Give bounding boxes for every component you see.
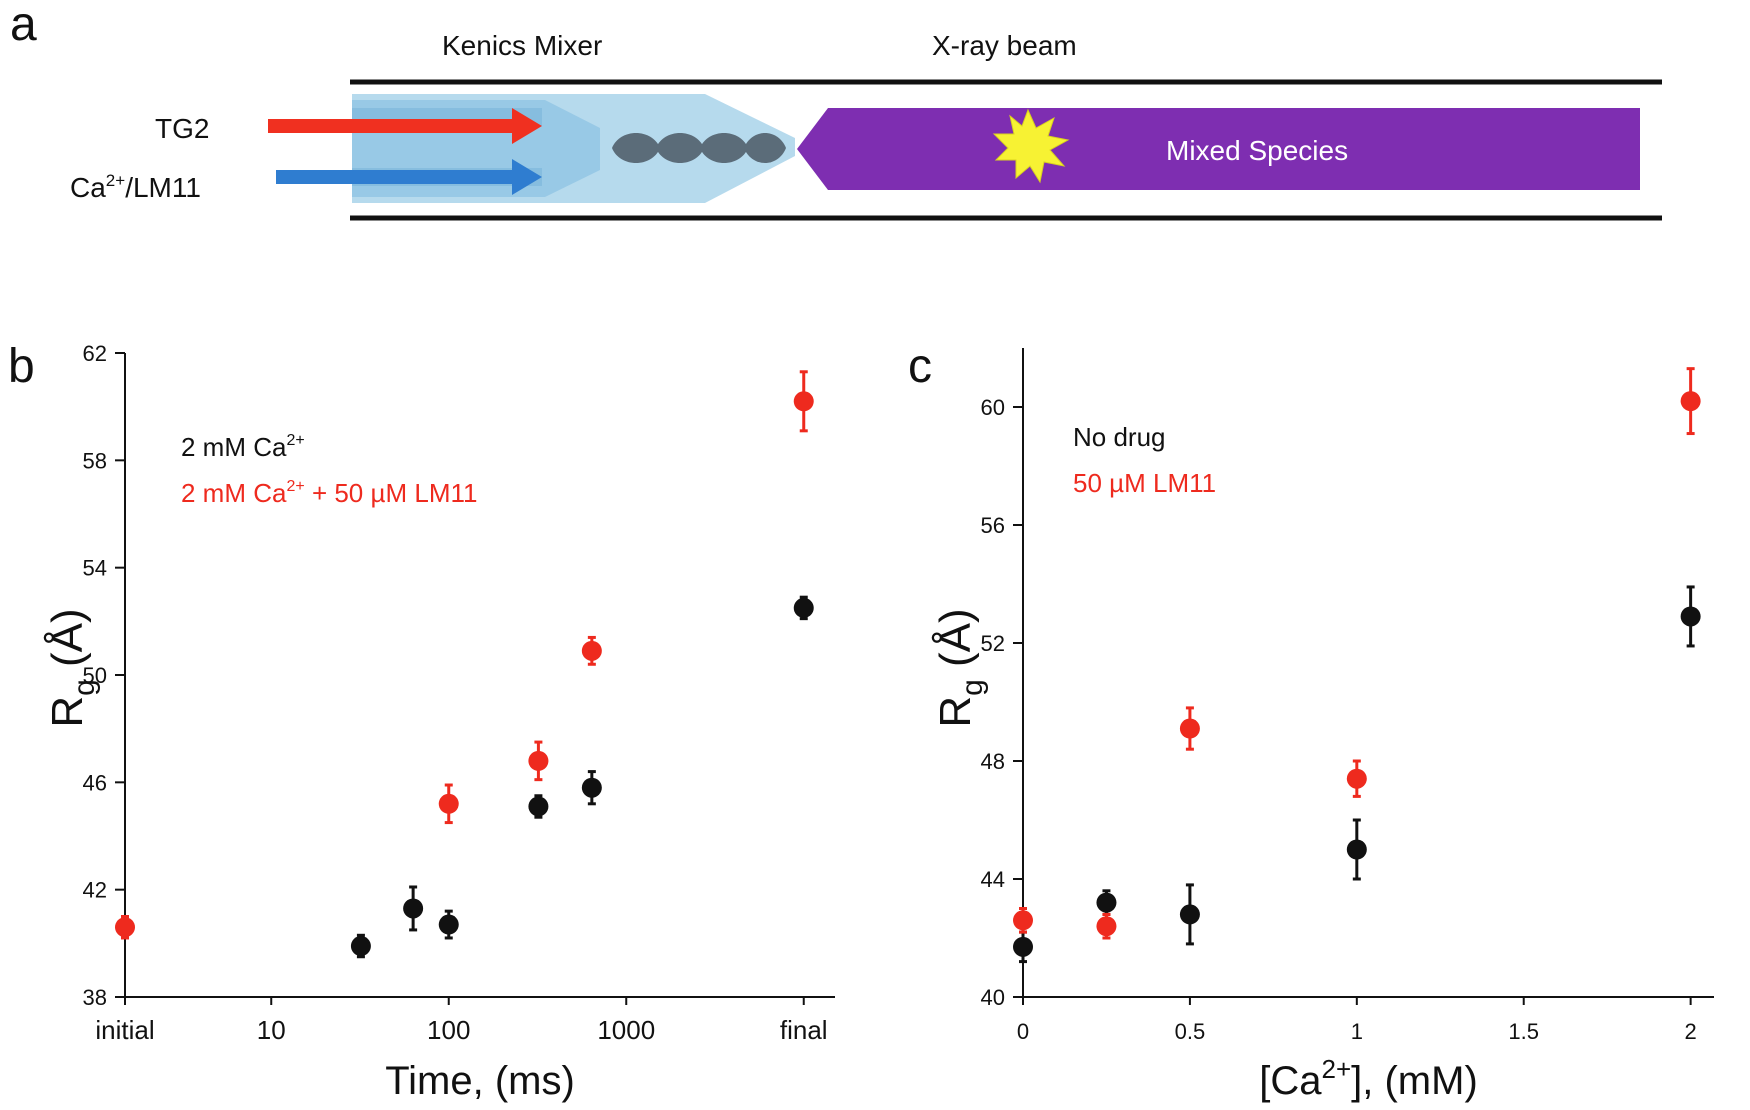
mixed-species-label: Mixed Species [1166,135,1348,166]
x-tick-label: 100 [427,1015,470,1045]
data-point [403,898,424,919]
x-tick-label: 0 [1017,1019,1029,1044]
data-point [115,917,135,938]
xray-flash-icon [992,108,1070,184]
y-axis-title: Rg (Å) [43,608,101,727]
chart-panel-c: c 40 44 48 52 56 60 0 0.5 1 1.5 2 [Ca2+], (mM) Rg (Å)… [908,340,1714,1103]
y-tick-label: 60 [981,395,1005,420]
y-tick-label: 52 [981,631,1005,656]
panel-letter-a: a [10,0,37,51]
blue-input-arrow [276,159,542,195]
y-tick-label: 38 [83,985,107,1010]
data-point [1680,391,1701,412]
kenics-mixer [352,94,795,203]
input-ca-label: Ca2+/LM11 [70,171,201,203]
y-tick-label: 42 [83,878,107,903]
y-tick-label: 48 [981,749,1005,774]
y-tick-label: 62 [83,341,107,366]
x-tick-label: 1000 [597,1015,655,1045]
y-tick-label: 46 [83,770,107,795]
data-point [1179,718,1200,739]
mixer-elements [612,133,786,163]
legend-entry: 2 mM Ca2+ [181,432,305,462]
series-points [115,370,814,940]
data-point [350,936,371,957]
x-tick-label: final [780,1015,828,1045]
beam-label: X-ray beam [932,30,1077,61]
series-points [1013,367,1701,940]
panel-letter-b: b [8,340,35,393]
input-tg2-label: TG2 [155,113,209,144]
x-tick-label: 10 [257,1015,286,1045]
y-axis-title: Rg (Å) [931,608,989,727]
data-point [438,793,459,814]
diagram-panel-a: a Kenics Mixer X-ray beam TG2 Ca2+/LM11 [10,0,1662,221]
data-point [1013,910,1033,931]
y-tick-label: 58 [83,448,107,473]
legend-entry: No drug [1073,422,1166,452]
x-tick-label: 1 [1351,1019,1363,1044]
y-tick-label: 54 [83,556,107,581]
red-input-arrow [268,108,542,144]
y-tick-label: 56 [981,513,1005,538]
x-tick-label: 0.5 [1175,1019,1206,1044]
data-point [1680,606,1701,627]
data-point [581,640,602,661]
y-tick-label: 44 [981,867,1005,892]
x-tick-label: 2 [1685,1019,1697,1044]
data-point [1013,936,1033,957]
y-tick-label: 50 [83,663,107,688]
mixer-label: Kenics Mixer [442,30,602,61]
panel-letter-c: c [908,340,932,393]
series-points [1013,585,1701,964]
data-point [1096,916,1117,937]
legend-entry: 2 mM Ca2+ + 50 µM LM11 [181,478,477,508]
data-point [581,777,602,798]
x-tick-label: 1.5 [1508,1019,1539,1044]
data-point [1096,892,1117,913]
x-axis-title: [Ca2+], (mM) [1259,1054,1478,1103]
x-axis-title: Time, (ms) [385,1059,575,1103]
legend-entry: 50 µM LM11 [1073,468,1216,498]
data-point [793,391,814,412]
series-points [350,595,814,959]
mixed-species-stream [797,108,1640,190]
data-point [438,914,459,935]
data-point [1346,839,1367,860]
data-point [1179,904,1200,925]
y-tick-label: 40 [981,985,1005,1010]
chart-panel-b: b 38 42 46 50 54 58 62 initial 10 100 1000 final Time… [8,340,835,1103]
data-point [793,597,814,618]
data-point [1346,768,1367,789]
x-tick-label: initial [95,1015,154,1045]
data-point [528,750,549,771]
data-point [528,796,549,817]
